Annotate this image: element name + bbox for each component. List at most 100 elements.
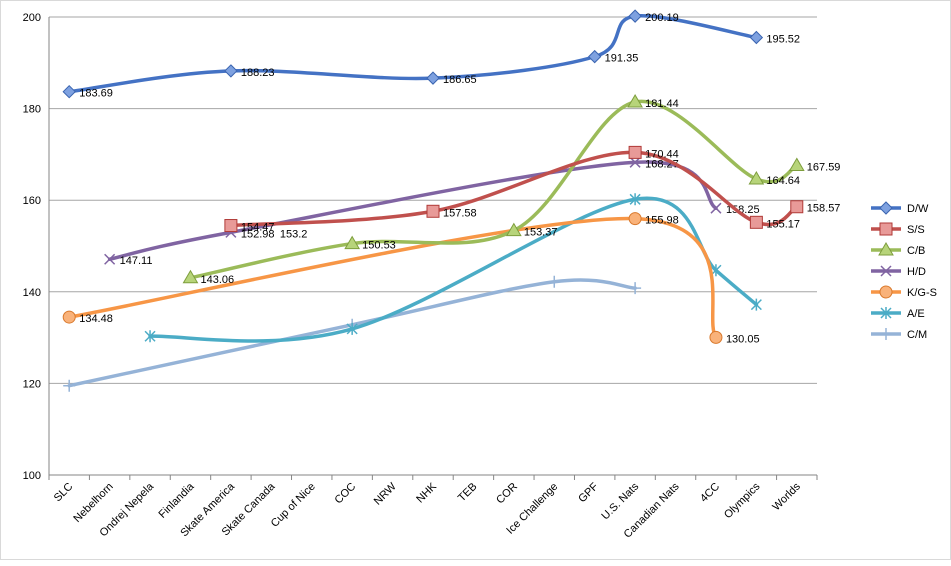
data-label: 188.23 bbox=[241, 67, 275, 79]
data-point bbox=[182, 269, 199, 284]
data-point bbox=[879, 201, 893, 215]
data-point bbox=[879, 285, 893, 299]
legend-label: A/E bbox=[907, 308, 925, 320]
x-tick-label: TEB bbox=[456, 481, 480, 505]
data-point bbox=[426, 71, 440, 85]
y-tick-label: 120 bbox=[23, 378, 41, 390]
data-point bbox=[62, 84, 76, 99]
x-tick-label: 4CC bbox=[698, 481, 722, 505]
series-k-g-s: 134.48 155.98 130.05 bbox=[62, 212, 760, 345]
data-label: 195.52 bbox=[766, 34, 800, 46]
data-label: 183.69 bbox=[79, 88, 113, 100]
x-tick-label: COC bbox=[333, 481, 359, 507]
legend-item-a-e: A/E bbox=[871, 307, 925, 320]
series-c-b: 143.06 150.53 153.37 181.44 164.64 167.59 bbox=[182, 94, 840, 286]
legend-item-c-m: C/M bbox=[871, 328, 927, 341]
series-line bbox=[67, 14, 759, 94]
data-label: 157.58 bbox=[443, 207, 477, 219]
y-tick-label: 100 bbox=[23, 470, 41, 482]
data-point bbox=[790, 200, 804, 214]
data-point bbox=[627, 94, 643, 108]
legend-label: K/G-S bbox=[907, 287, 937, 299]
y-tick-label: 160 bbox=[23, 195, 41, 207]
series-line bbox=[67, 278, 637, 388]
legend-item-k-g-s: K/G-S bbox=[871, 285, 937, 299]
legend-label: S/S bbox=[907, 224, 925, 236]
data-label: 153.37 bbox=[524, 227, 558, 239]
data-point bbox=[629, 282, 642, 295]
data-point bbox=[750, 298, 762, 311]
data-point bbox=[709, 330, 723, 344]
data-label: 155.98 bbox=[645, 215, 679, 227]
data-label: 152.98 bbox=[241, 228, 275, 240]
series-s-s: 154.47 157.58 170.44 155.17 158.57 bbox=[224, 145, 841, 234]
y-tick-label: 200 bbox=[23, 12, 41, 24]
data-point bbox=[880, 265, 892, 277]
legend-label: D/W bbox=[907, 203, 929, 215]
data-label: 154.47 bbox=[241, 222, 275, 234]
legend-item-s-s: S/S bbox=[871, 222, 925, 236]
legend-label: C/B bbox=[907, 245, 925, 257]
x-tick-label: NHK bbox=[414, 480, 439, 505]
series-line bbox=[107, 160, 718, 261]
x-tick-label: GPF bbox=[576, 480, 601, 505]
data-label: 170.44 bbox=[645, 148, 679, 160]
data-point bbox=[628, 145, 642, 159]
data-label: 200.19 bbox=[645, 12, 679, 24]
data-label: 147.11 bbox=[120, 255, 153, 267]
data-point bbox=[878, 242, 894, 256]
x-tick-label: NRW bbox=[372, 480, 399, 507]
data-point bbox=[879, 222, 893, 236]
data-point bbox=[344, 235, 361, 250]
data-label: 191.35 bbox=[605, 53, 639, 65]
legend-label: C/M bbox=[907, 329, 927, 341]
data-point bbox=[880, 328, 892, 340]
series-line bbox=[188, 99, 799, 280]
legend-label: H/D bbox=[907, 266, 926, 278]
data-label: 150.53 bbox=[362, 240, 396, 252]
legend-item-c-b: C/B bbox=[871, 242, 925, 257]
data-point bbox=[144, 330, 156, 343]
data-point bbox=[346, 322, 358, 335]
data-label: 158.57 bbox=[807, 203, 841, 215]
data-label: 134.48 bbox=[79, 313, 113, 325]
x-tick-label: U.S. Nats bbox=[599, 480, 641, 522]
data-point bbox=[880, 307, 892, 319]
data-label: 164.64 bbox=[766, 175, 800, 187]
data-point bbox=[628, 212, 642, 226]
data-point bbox=[63, 379, 76, 392]
x-tick-label: Olympics bbox=[722, 480, 763, 521]
data-point bbox=[628, 9, 642, 23]
data-point bbox=[587, 49, 602, 64]
data-point bbox=[629, 156, 641, 168]
data-point bbox=[629, 193, 641, 206]
data-label: 155.17 bbox=[766, 218, 800, 230]
data-label: 181.44 bbox=[645, 98, 679, 110]
x-tick-label: SLC bbox=[52, 481, 76, 505]
data-label: 130.05 bbox=[726, 333, 760, 345]
data-point bbox=[426, 204, 440, 218]
y-tick-label: 180 bbox=[23, 104, 41, 116]
x-tick-label: Worlds bbox=[770, 480, 803, 513]
y-tick-label: 140 bbox=[23, 287, 41, 299]
legend-item-h-d: H/D bbox=[871, 265, 926, 278]
series-line bbox=[67, 216, 718, 340]
data-point bbox=[548, 275, 561, 288]
data-point bbox=[748, 170, 765, 185]
data-point bbox=[505, 222, 522, 237]
data-point bbox=[62, 310, 76, 324]
data-point bbox=[788, 157, 805, 171]
x-tick-label: Finlandia bbox=[157, 480, 198, 521]
data-point bbox=[710, 202, 722, 214]
data-point bbox=[104, 253, 116, 265]
series-d-w: 183.69 188.23 186.65 191.35 200.19 195.52 bbox=[62, 9, 800, 100]
data-point bbox=[749, 215, 763, 229]
data-label-annotation: 153.2 bbox=[280, 228, 308, 240]
data-label: 186.65 bbox=[443, 74, 477, 86]
legend-item-d-w: D/W bbox=[871, 201, 929, 215]
x-tick-label: COR bbox=[494, 481, 520, 507]
data-point bbox=[749, 30, 764, 45]
data-label: 143.06 bbox=[200, 274, 234, 286]
